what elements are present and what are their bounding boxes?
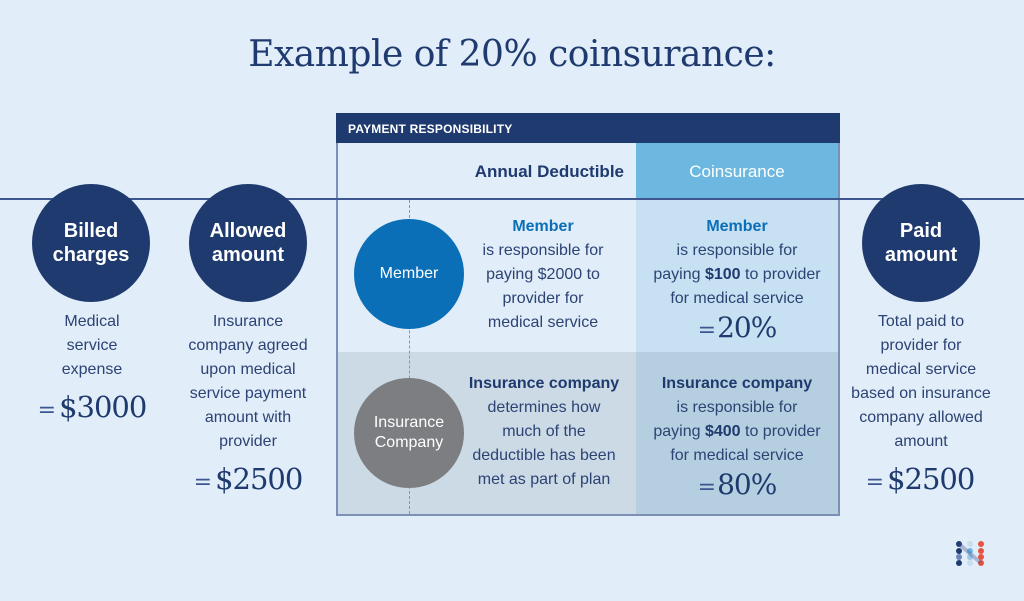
member-coinsurance-text: Member is responsible for paying $100 to… [636,215,838,348]
desc-line: expense [61,361,123,378]
value-text: $3000 [59,390,147,424]
text-fragment: to provider [740,423,821,440]
desc-line: Medical [64,313,120,330]
desc-line: company agreed [188,337,308,354]
equals-sign: = [37,398,56,423]
column-annual-deductible: Annual Deductible [474,161,624,181]
amount-text: $100 [704,266,741,283]
allowed-amount-description: Insurance company agreed upon medical se… [178,310,318,454]
desc-line: amount with [204,409,292,426]
text-line: paying $2000 to [486,266,600,283]
paid-amount-label-2: amount [884,244,958,266]
text-line: met as part of plan [477,471,611,488]
billed-charges-label-2: charges [52,244,130,266]
equals-sign: = [865,470,884,495]
billed-charges-circle: Billed charges [32,184,150,302]
insurer-deductible-text: Insurance company determines how much of… [458,372,630,492]
member-circle-label: Member [379,265,439,282]
text-line: paying $100 to provider [636,263,838,287]
percent-value: 20% [717,311,777,344]
desc-line: based on insurance [851,385,991,402]
party-name: Member [512,218,574,235]
text-fragment: to provider [740,266,821,283]
equals-sign: = [193,470,212,495]
desc-line: medical service [865,361,977,378]
party-name: Member [706,218,768,235]
party-connector-line [409,200,410,514]
paid-amount-circle: Paid amount [862,184,980,302]
desc-line: Insurance [212,313,284,330]
party-name: Insurance company [468,375,620,392]
text-line: for medical service [670,447,804,464]
paid-amount-description: Total paid to provider for medical servi… [846,310,996,454]
page-title: Example of 20% coinsurance: [248,34,776,75]
member-coinsurance-cell [636,200,838,352]
equals-sign: = [697,318,716,343]
insurer-coinsurance-text: Insurance company is responsible for pay… [636,372,838,505]
billed-charges-value: = $3000 [22,390,162,424]
allowed-amount-circle: Allowed amount [189,184,307,302]
text-line: deductible has been [472,447,616,464]
allowed-amount-label-1: Allowed [209,220,287,242]
member-deductible-text: Member is responsible for paying $2000 t… [458,215,628,335]
text-line: for medical service [670,290,804,307]
table-header: PAYMENT RESPONSIBILITY [336,113,840,143]
member-circle: Member [354,219,464,329]
paid-amount-label-1: Paid [899,220,943,242]
insurer-coinsurance-cell [636,352,838,514]
desc-line: provider for [880,337,962,354]
payment-responsibility-table: PAYMENT RESPONSIBILITY Annual Deductible… [336,113,840,516]
text-line: provider for [502,290,584,307]
text-line: is responsible for [676,242,798,259]
desc-line: service payment [189,385,307,402]
insurer-percent: =80% [636,468,838,505]
billed-charges-description: Medical service expense [32,310,152,382]
desc-line: provider [219,433,277,450]
text-fragment: paying [653,266,705,283]
desc-line: upon medical [200,361,296,378]
timeline-line [0,198,1024,200]
desc-line: company allowed [859,409,983,426]
text-line: much of the [502,423,586,440]
paid-amount-value: = $2500 [850,462,990,496]
text-line: determines how [487,399,601,416]
amount-text: $400 [704,423,741,440]
text-line: is responsible for [482,242,604,259]
value-text: $2500 [215,462,303,496]
member-percent: =20% [636,311,838,348]
billed-charges-label-1: Billed [63,220,119,242]
percent-value: 80% [717,468,777,501]
value-text: $2500 [887,462,975,496]
desc-line: amount [894,433,948,450]
allowed-amount-label-2: amount [211,244,285,266]
equals-sign: = [697,475,716,500]
party-name: Insurance company [661,375,813,392]
text-line: paying $400 to provider [636,420,838,444]
n-brand-logo-icon [956,541,984,566]
text-fragment: paying [653,423,705,440]
insurance-company-circle: Insurance Company [354,378,464,488]
insurer-circle-label-1: Insurance [373,414,445,431]
desc-line: Total paid to [877,313,965,330]
text-line: medical service [487,314,599,331]
column-coinsurance: Coinsurance [636,143,838,200]
desc-line: service [66,337,118,354]
insurer-circle-label-2: Company [374,434,444,451]
text-line: is responsible for [676,399,798,416]
allowed-amount-value: = $2500 [178,462,318,496]
